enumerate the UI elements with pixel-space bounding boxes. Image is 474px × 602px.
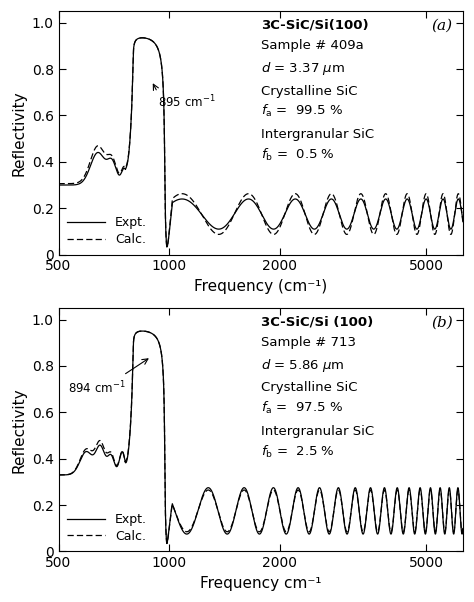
Line: Calc.: Calc. bbox=[58, 331, 463, 544]
Calc. bbox=[228, 523, 234, 530]
Calc. bbox=[228, 217, 234, 224]
Expt. bbox=[126, 445, 131, 452]
Expt. bbox=[211, 492, 217, 500]
Expt. bbox=[452, 517, 458, 524]
Calc. bbox=[126, 444, 131, 451]
Calc. bbox=[55, 471, 61, 479]
Calc. bbox=[164, 540, 170, 547]
Text: Crystalline SiC: Crystalline SiC bbox=[261, 382, 357, 394]
Expt. bbox=[211, 224, 217, 231]
Expt. bbox=[228, 524, 234, 532]
Y-axis label: Reflectivity: Reflectivity bbox=[11, 387, 26, 473]
X-axis label: Frequency (cm⁻¹): Frequency (cm⁻¹) bbox=[194, 279, 328, 294]
Expt. bbox=[55, 181, 61, 188]
Calc. bbox=[452, 517, 458, 524]
X-axis label: Frequency cm⁻¹: Frequency cm⁻¹ bbox=[200, 576, 321, 591]
Calc. bbox=[452, 206, 458, 213]
Line: Calc.: Calc. bbox=[58, 38, 463, 247]
Expt. bbox=[460, 217, 466, 224]
Expt. bbox=[102, 450, 108, 458]
Expt. bbox=[164, 243, 170, 250]
Line: Expt.: Expt. bbox=[58, 331, 463, 544]
Calc. bbox=[409, 208, 414, 215]
Calc. bbox=[139, 34, 145, 42]
Calc. bbox=[102, 149, 108, 157]
Text: $f_{\rm b}$ =  2.5 %: $f_{\rm b}$ = 2.5 % bbox=[261, 444, 335, 460]
Expt. bbox=[139, 34, 145, 42]
Calc. bbox=[102, 446, 108, 453]
Text: $d$ = 3.37 $\mu$m: $d$ = 3.37 $\mu$m bbox=[261, 60, 345, 77]
Calc. bbox=[460, 524, 466, 532]
Expt. bbox=[460, 526, 466, 533]
Calc. bbox=[55, 180, 61, 187]
Calc. bbox=[211, 494, 217, 501]
Text: (a): (a) bbox=[432, 19, 453, 33]
Text: Sample # 409a: Sample # 409a bbox=[261, 39, 364, 52]
Expt. bbox=[409, 504, 414, 511]
Expt. bbox=[102, 155, 108, 162]
Legend: Expt., Calc.: Expt., Calc. bbox=[65, 214, 149, 249]
Text: $f_{\rm a}$ =  97.5 %: $f_{\rm a}$ = 97.5 % bbox=[261, 400, 343, 416]
Text: Sample # 713: Sample # 713 bbox=[261, 336, 356, 349]
Expt. bbox=[55, 471, 61, 479]
Calc. bbox=[126, 150, 131, 157]
Calc. bbox=[460, 219, 466, 226]
Calc. bbox=[164, 243, 170, 250]
Text: 895 cm$^{-1}$: 895 cm$^{-1}$ bbox=[158, 93, 216, 110]
Expt. bbox=[139, 327, 145, 335]
Calc. bbox=[409, 504, 414, 511]
Text: 3C-SiC/Si(100): 3C-SiC/Si(100) bbox=[261, 19, 368, 31]
Text: $f_{\rm a}$ =  99.5 %: $f_{\rm a}$ = 99.5 % bbox=[261, 104, 343, 119]
Expt. bbox=[126, 151, 131, 158]
Text: $d$ = 5.86 $\mu$m: $d$ = 5.86 $\mu$m bbox=[261, 356, 344, 374]
Text: Intergranular SiC: Intergranular SiC bbox=[261, 425, 374, 438]
Legend: Expt., Calc.: Expt., Calc. bbox=[65, 510, 149, 545]
Text: 894 cm$^{-1}$: 894 cm$^{-1}$ bbox=[68, 380, 126, 397]
Calc. bbox=[211, 229, 217, 236]
Calc. bbox=[139, 327, 145, 335]
Expt. bbox=[228, 215, 234, 222]
Expt. bbox=[164, 540, 170, 547]
Text: $f_{\rm b}$ =  0.5 %: $f_{\rm b}$ = 0.5 % bbox=[261, 147, 335, 163]
Text: Crystalline SiC: Crystalline SiC bbox=[261, 85, 357, 98]
Text: (b): (b) bbox=[431, 315, 453, 329]
Line: Expt.: Expt. bbox=[58, 38, 463, 247]
Text: 3C-SiC/Si (100): 3C-SiC/Si (100) bbox=[261, 315, 373, 328]
Expt. bbox=[452, 207, 458, 214]
Text: Intergranular SiC: Intergranular SiC bbox=[261, 128, 374, 141]
Y-axis label: Reflectivity: Reflectivity bbox=[11, 90, 26, 176]
Expt. bbox=[409, 208, 414, 216]
